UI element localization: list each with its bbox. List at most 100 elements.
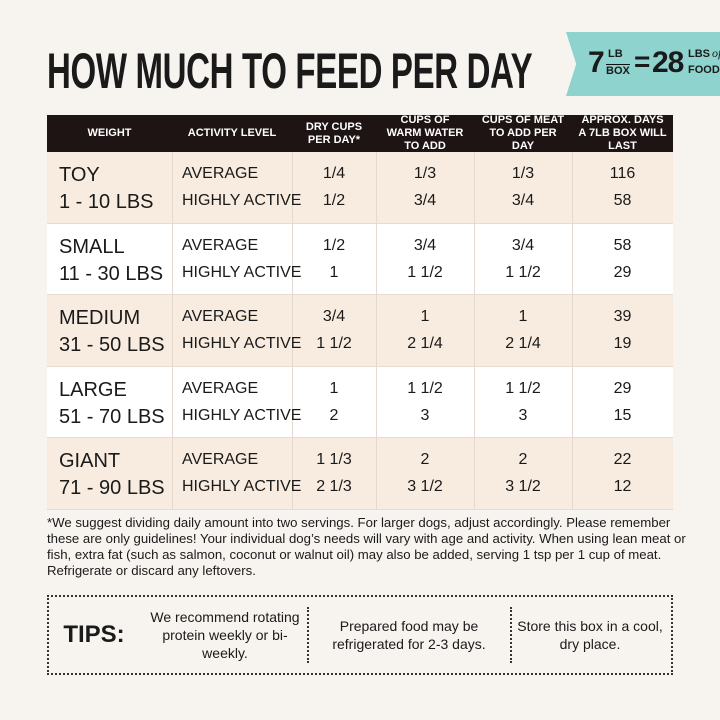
column-divider bbox=[172, 152, 173, 224]
table-value: 116 bbox=[609, 165, 636, 182]
table-value: 3 bbox=[518, 406, 528, 424]
table-value: 3/4 bbox=[413, 192, 437, 209]
table-value: 1 bbox=[329, 379, 339, 397]
table-value: 1 1/2 bbox=[407, 379, 443, 397]
column-divider bbox=[572, 438, 573, 510]
size-name: MEDIUM bbox=[59, 307, 141, 329]
column-divider bbox=[572, 295, 573, 367]
column-divider bbox=[376, 366, 377, 438]
column-divider bbox=[172, 438, 173, 510]
table-value: 1 1/2 bbox=[316, 335, 352, 352]
column-divider bbox=[572, 366, 573, 438]
badge-unit: of bbox=[712, 46, 720, 60]
badge-equals: = bbox=[634, 46, 651, 77]
activity-level: AVERAGE bbox=[182, 165, 259, 182]
badge-number: 7 bbox=[588, 46, 605, 79]
size-name: GIANT bbox=[59, 450, 121, 472]
activity-level: HIGHLY ACTIVE bbox=[182, 406, 302, 424]
column-divider bbox=[292, 438, 293, 510]
header-row bbox=[47, 115, 673, 152]
table-value: 3/4 bbox=[511, 192, 535, 209]
header-cell: ACTIVITY LEVEL bbox=[187, 127, 277, 139]
column-divider bbox=[572, 152, 573, 224]
column-divider bbox=[376, 295, 377, 367]
tips-label: TIPS: bbox=[63, 621, 125, 648]
column-divider bbox=[376, 223, 377, 295]
badge-unit: BOX bbox=[606, 64, 630, 77]
table-value: 29 bbox=[613, 263, 632, 281]
table-row bbox=[47, 438, 673, 510]
table-value: 1 1/2 bbox=[407, 263, 443, 281]
size-name: SMALL bbox=[59, 235, 125, 258]
table-value: 1 1/3 bbox=[316, 451, 352, 468]
size-range: 1 - 10 LBS bbox=[59, 191, 154, 213]
tip: Store this box in a cool, dry place. bbox=[517, 618, 663, 652]
table-value: 3 1/2 bbox=[407, 478, 443, 495]
table-value: 3 1/2 bbox=[505, 478, 541, 495]
table-value: 58 bbox=[613, 192, 632, 209]
table-value: 1/2 bbox=[322, 192, 346, 209]
column-divider bbox=[292, 223, 293, 295]
table-value: 3/4 bbox=[413, 236, 437, 254]
table-value: 29 bbox=[613, 379, 632, 397]
header-cell: APPROX. DAYS A 7LB BOX WILL LAST bbox=[578, 114, 667, 152]
column-divider bbox=[292, 295, 293, 367]
tips-box: TIPS: We recommend rotating protein week… bbox=[47, 595, 673, 675]
table-row bbox=[47, 152, 673, 224]
size-range: 31 - 50 LBS bbox=[59, 334, 165, 356]
column-divider bbox=[172, 295, 173, 367]
table-value: 15 bbox=[613, 406, 632, 424]
header-cell: CUPS OF WARM WATER TO ADD bbox=[386, 114, 464, 152]
header-cell: DRY CUPS PER DAY* bbox=[305, 120, 363, 146]
divider bbox=[510, 607, 512, 663]
size-range: 11 - 30 LBS bbox=[59, 262, 164, 285]
table-value: 12 bbox=[613, 478, 632, 495]
size-range: 71 - 90 LBS bbox=[59, 477, 165, 499]
size-range: 51 - 70 LBS bbox=[59, 405, 165, 428]
table-value: 2 bbox=[518, 451, 528, 468]
column-divider bbox=[474, 295, 475, 367]
activity-level: HIGHLY ACTIVE bbox=[182, 192, 302, 209]
table-value: 1/3 bbox=[413, 165, 437, 182]
activity-level: HIGHLY ACTIVE bbox=[182, 263, 302, 281]
table-value: 3/4 bbox=[511, 236, 535, 254]
activity-level: AVERAGE bbox=[182, 379, 259, 397]
header-cell: WEIGHT bbox=[87, 127, 132, 139]
table-value: 2 bbox=[329, 406, 339, 424]
tip: We recommend rotating protein weekly or … bbox=[150, 609, 300, 661]
column-divider bbox=[572, 223, 573, 295]
activity-level: AVERAGE bbox=[182, 236, 259, 254]
table-row bbox=[47, 223, 673, 295]
table-value: 2 bbox=[420, 451, 430, 468]
size-name: LARGE bbox=[59, 378, 127, 401]
badge-unit: LBS bbox=[688, 48, 710, 60]
column-divider bbox=[474, 438, 475, 510]
table-value: 1 1/2 bbox=[505, 263, 541, 281]
footnote: *We suggest dividing daily amount into t… bbox=[47, 515, 686, 578]
column-divider bbox=[474, 223, 475, 295]
table-row bbox=[47, 366, 673, 438]
table-value: 2 1/3 bbox=[316, 478, 352, 495]
badge: 7 LB BOX = 28 LBS of FOOD! bbox=[566, 32, 720, 96]
title: HOW MUCH TO FEED PER DAY bbox=[47, 43, 533, 99]
table-value: 39 bbox=[613, 308, 632, 325]
size-name: TOY bbox=[59, 164, 100, 186]
column-divider bbox=[292, 366, 293, 438]
activity-level: AVERAGE bbox=[182, 308, 259, 325]
column-divider bbox=[172, 366, 173, 438]
table-value: 1/2 bbox=[322, 236, 346, 254]
column-divider bbox=[474, 366, 475, 438]
table-value: 3/4 bbox=[322, 308, 346, 325]
table-row bbox=[47, 295, 673, 367]
column-divider bbox=[376, 152, 377, 224]
column-divider bbox=[376, 438, 377, 510]
table-value: 1 bbox=[420, 308, 430, 325]
table-value: 2 1/4 bbox=[505, 335, 541, 352]
header-cell: CUPS OF MEAT TO ADD PER DAY bbox=[481, 114, 565, 152]
badge-unit: FOOD! bbox=[688, 64, 720, 76]
activity-level: AVERAGE bbox=[182, 451, 259, 468]
table-value: 58 bbox=[613, 236, 632, 254]
column-divider bbox=[172, 223, 173, 295]
table-value: 1 1/2 bbox=[505, 379, 541, 397]
